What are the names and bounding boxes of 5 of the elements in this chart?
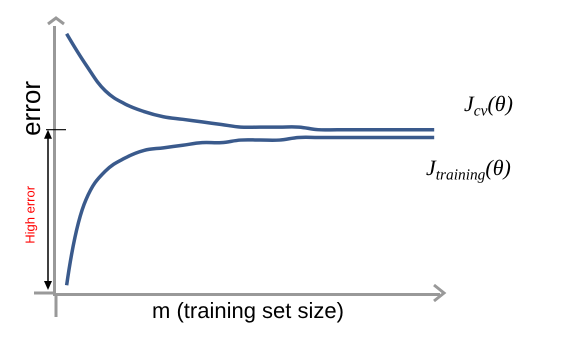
text: High error xyxy=(22,185,38,244)
series-label: J$_{training}$(θ) xyxy=(426,155,511,184)
x-axis-title: m (training set size) xyxy=(152,298,344,323)
y-axis-title: error xyxy=(16,80,46,136)
series-label: J$_{cv}$(θ) xyxy=(464,91,513,120)
